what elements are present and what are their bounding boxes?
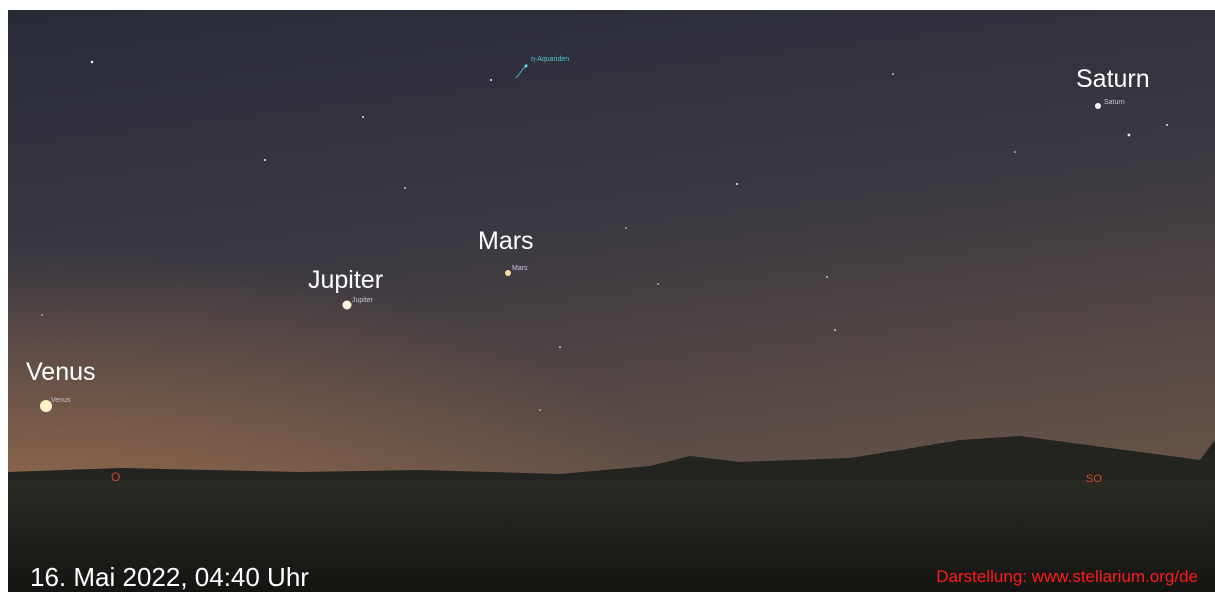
planet-label: Venus xyxy=(51,397,71,404)
planet-title: Mars xyxy=(478,227,534,255)
star xyxy=(490,79,492,81)
compass-label: SO xyxy=(1086,473,1102,485)
star xyxy=(90,60,94,64)
star xyxy=(1014,151,1016,153)
planet-title: Jupiter xyxy=(308,266,383,294)
star xyxy=(834,329,836,331)
credit: Darstellung: www.stellarium.org/de xyxy=(936,567,1198,586)
star xyxy=(1127,133,1131,137)
planet-dot xyxy=(342,300,352,310)
planet-label: Mars xyxy=(512,265,528,272)
planet-dot xyxy=(1095,103,1101,109)
star xyxy=(404,187,406,189)
stars xyxy=(41,60,1168,411)
planet-title: Saturn xyxy=(1076,65,1150,93)
compass-label: O xyxy=(111,470,120,484)
star xyxy=(736,183,738,185)
star xyxy=(264,159,266,161)
star xyxy=(826,276,828,278)
planet-label: Jupiter xyxy=(352,297,374,304)
planet-dot xyxy=(505,270,511,276)
star xyxy=(559,346,561,348)
meteor-label: η-Aquariden xyxy=(531,56,569,63)
star xyxy=(362,116,364,118)
star xyxy=(539,409,541,411)
star xyxy=(892,73,894,75)
ground xyxy=(8,480,1215,592)
planet-dot xyxy=(40,400,52,412)
planet-label: Saturn xyxy=(1104,99,1125,106)
star xyxy=(1166,124,1168,126)
caption: 16. Mai 2022, 04:40 Uhr xyxy=(30,562,309,592)
star xyxy=(625,227,627,229)
star xyxy=(41,314,43,316)
planet-title: Venus xyxy=(26,358,96,386)
meteor-radiant-dot xyxy=(524,64,528,68)
star xyxy=(657,283,659,285)
